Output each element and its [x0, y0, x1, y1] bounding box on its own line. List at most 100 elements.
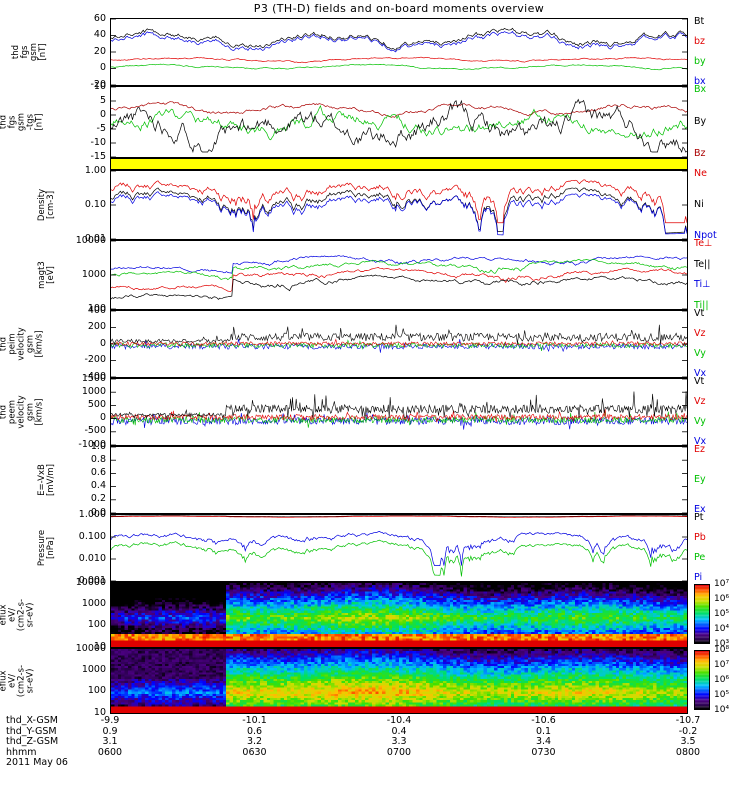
bottom-row-value: -10.4 [386, 715, 412, 726]
panel-fgs-gsm [110, 18, 688, 86]
bottom-row-value: -10.1 [242, 715, 267, 726]
bottom-row-label-thd_Z-GSM: thd_Z-GSM [6, 736, 59, 747]
panel-peir-eflux [110, 582, 688, 648]
y-axis-title-line: [nT] [38, 43, 49, 61]
y-tick-label: 0.6 [90, 466, 106, 478]
y-tick-label: 0.10 [84, 198, 106, 210]
y-tick-label: 10000 [75, 642, 106, 654]
y-tick-label: 1500 [81, 372, 106, 384]
bottom-row-value: 3.2 [246, 736, 263, 747]
y-tick-label: 1.00 [84, 164, 106, 176]
y-tick-label: 1000 [81, 385, 106, 397]
panel-fgs-gsm-tgs [110, 86, 688, 158]
y-tick-label: 5 [99, 94, 106, 106]
colorbar-tick: 10⁵ [714, 690, 730, 700]
legend-label-Vt: Vt [694, 308, 705, 319]
bottom-row-value: 0730 [531, 746, 556, 758]
y-tick-label: -400 [84, 370, 106, 382]
legend-label-Bz: Bz [694, 148, 706, 159]
bottom-row-value: 0.9 [102, 725, 118, 737]
y-axis-title-fgs-gsm-tgs: thd fgs gsm -tgs [nT] [0, 86, 44, 158]
legend-label-Vy: Vy [694, 416, 706, 427]
y-tick-label: 0.2 [90, 493, 106, 505]
panel-peem-velocity [110, 378, 688, 446]
y-axis-title-peir-eflux: thdpeirenefluxeV/(cm2-s-sr-eV) [0, 582, 36, 648]
y-tick-label: 0.100 [78, 530, 106, 542]
y-tick-label: -20 [90, 78, 106, 90]
legend-label-Vx: Vx [694, 368, 707, 379]
bottom-row-value: 3.4 [535, 736, 552, 747]
panel-peim-velocity [110, 310, 688, 378]
panel-density [110, 170, 688, 240]
legend-label-bz: bz [694, 36, 706, 47]
legend-label-Npot: Npot [694, 230, 717, 241]
colorbar-tick: 10⁷ [714, 660, 730, 670]
legend-label-Ne: Ne [694, 168, 707, 179]
y-tick-label: 10000 [75, 234, 106, 246]
y-tick-label: -1000 [78, 438, 106, 450]
y-tick-label: 10 [93, 706, 106, 718]
colorbar-tick: 10⁴ [714, 705, 730, 715]
y-axis-title-line: [eV] [46, 266, 57, 284]
y-tick-label: -15 [90, 150, 106, 162]
y-tick-label: 1000 [81, 268, 106, 280]
y-axis-title-density: Density [cm-3] [37, 170, 57, 240]
legend-label-Ey: Ey [694, 474, 706, 485]
legend-label-Ti: Ti|| [694, 300, 709, 311]
colorbar-tick: 10⁵ [714, 609, 730, 619]
colorbar-tick: 10⁶ [714, 594, 730, 604]
y-tick-label: 100 [87, 685, 106, 697]
y-tick-label: 1.000 [78, 508, 106, 520]
bottom-row-value: -10.7 [675, 715, 701, 726]
panel-pressure [110, 514, 688, 582]
y-axis-title-line: [km/s] [34, 398, 45, 426]
y-axis-title-line: [km/s] [34, 330, 45, 358]
y-tick-label: 0.01 [84, 232, 106, 244]
colorbar-tick: 10⁶ [714, 675, 730, 685]
bottom-row-value: 0800 [675, 746, 701, 758]
legend-label-Vz: Vz [694, 328, 706, 339]
legend-label-Bx: Bx [694, 84, 707, 95]
panel-efield [110, 446, 688, 514]
page-title: P3 (TH-D) fields and on-board moments ov… [253, 2, 545, 15]
legend-label-Vt: Vt [694, 376, 705, 387]
legend-label-Vy: Vy [694, 348, 706, 359]
panel-magt3 [110, 240, 688, 310]
y-tick-label: -5 [96, 122, 106, 134]
y-tick-label: 0.4 [90, 480, 106, 492]
y-tick-label: 500 [87, 398, 106, 410]
legend-label-Te: Te⊥ [694, 238, 713, 249]
y-tick-label: 20 [93, 45, 106, 57]
y-tick-label: 0 [99, 62, 106, 73]
y-axis-title-line: [mV/m] [46, 464, 57, 496]
legend-label-Te: Te|| [694, 258, 711, 270]
legend-label-Pt: Pt [694, 512, 704, 523]
y-tick-label: 10 [93, 640, 106, 652]
y-axis-title-line: [nPa] [46, 537, 57, 559]
legend-label-Vz: Vz [694, 396, 706, 407]
peir-colorbar [694, 584, 710, 644]
colorbar-tick: 10⁷ [714, 579, 730, 589]
y-tick-label: 1000 [81, 663, 106, 675]
y-tick-label: 0 [99, 337, 106, 349]
y-tick-label: 0 [99, 412, 106, 424]
y-tick-label: 100 [87, 619, 106, 631]
bottom-row-label-thd_X-GSM: thd_X-GSM [6, 715, 58, 726]
colorbar-tick: 10³ [714, 639, 730, 649]
y-axis-title-line: sr-eV) [25, 602, 36, 628]
legend-label-by: by [694, 56, 706, 67]
peer-colorbar [694, 650, 710, 710]
y-tick-label: -200 [84, 354, 106, 365]
y-tick-label: -10 [90, 136, 106, 148]
legend-label-Bt: Bt [694, 16, 705, 27]
legend-label-bx: bx [694, 76, 706, 87]
legend-label-Ni: Ni [694, 199, 704, 210]
y-tick-label: 1.0 [90, 440, 106, 452]
legend-label-Pe: Pe [694, 552, 706, 563]
bottom-row-value: -0.2 [678, 725, 698, 737]
y-axis-title-line: [cm-3] [46, 190, 57, 220]
panel-state-bar [110, 158, 688, 170]
y-tick-label: -500 [84, 425, 106, 437]
bottom-row-value: 3.5 [680, 736, 696, 747]
bottom-row-value: 3.1 [102, 736, 118, 747]
